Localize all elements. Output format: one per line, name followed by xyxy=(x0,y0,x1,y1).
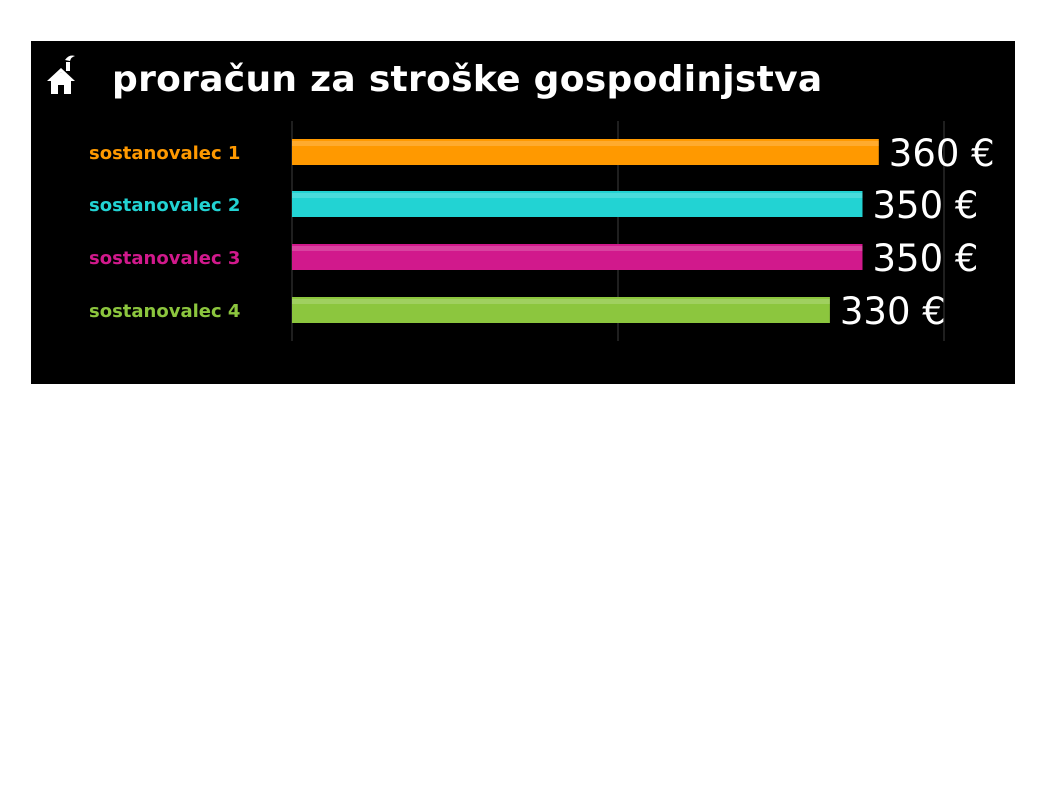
bar-chart: sostanovalec 1 360 € sostanovalec 2 350 € so… xyxy=(89,121,995,341)
total-value: 1.390,00 € xyxy=(304,344,477,382)
summary-area: stroški skupaj 1.390,00 € xyxy=(89,344,477,382)
total-label: stroški skupaj xyxy=(89,354,231,375)
bar-highlight xyxy=(292,141,879,146)
bar xyxy=(292,191,863,217)
category-label: sostanovalec 3 xyxy=(89,248,240,269)
category-label: sostanovalec 2 xyxy=(89,195,240,216)
bar-highlight xyxy=(292,246,863,251)
value-label: 330 € xyxy=(840,290,946,333)
bar xyxy=(292,244,863,270)
chart-title: proračun za stroške gospodinjstva xyxy=(112,59,823,100)
category-label: sostanovalec 4 xyxy=(89,301,240,322)
value-label: 350 € xyxy=(873,184,979,227)
budget-panel: proračun za stroške gospodinjstva sostan… xyxy=(31,41,1015,384)
bar-highlight xyxy=(292,299,830,304)
value-label: 350 € xyxy=(873,237,979,280)
house-icon xyxy=(47,55,75,94)
bar xyxy=(292,297,830,323)
bar-highlight xyxy=(292,193,863,198)
category-label: sostanovalec 1 xyxy=(89,143,240,164)
value-label: 360 € xyxy=(889,132,995,175)
bar xyxy=(292,139,879,165)
